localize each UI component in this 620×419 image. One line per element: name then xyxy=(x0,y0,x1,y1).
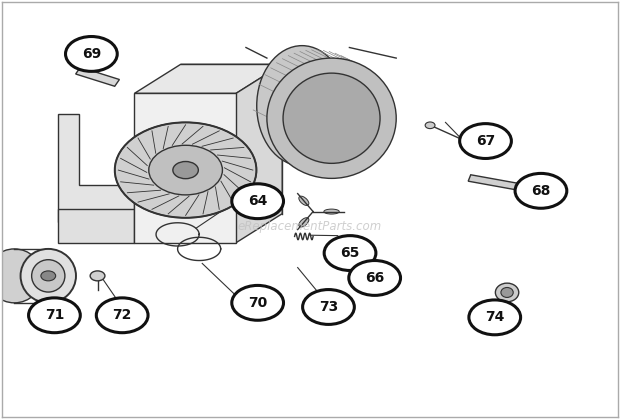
Polygon shape xyxy=(58,210,135,243)
Text: 67: 67 xyxy=(476,134,495,148)
Text: 64: 64 xyxy=(248,194,267,208)
Text: 69: 69 xyxy=(82,47,101,61)
Ellipse shape xyxy=(299,196,309,205)
Circle shape xyxy=(66,36,117,71)
Polygon shape xyxy=(468,175,521,190)
Circle shape xyxy=(173,161,198,178)
Text: eReplacementParts.com: eReplacementParts.com xyxy=(238,220,382,233)
Circle shape xyxy=(303,290,355,324)
Text: 66: 66 xyxy=(365,271,384,285)
Circle shape xyxy=(459,124,512,158)
Circle shape xyxy=(324,235,376,271)
Circle shape xyxy=(29,298,81,333)
Ellipse shape xyxy=(32,260,65,292)
Ellipse shape xyxy=(299,218,309,227)
Polygon shape xyxy=(135,93,236,243)
Ellipse shape xyxy=(324,209,339,214)
Ellipse shape xyxy=(257,46,347,166)
Circle shape xyxy=(469,300,521,335)
Polygon shape xyxy=(135,64,282,93)
Text: 71: 71 xyxy=(45,308,64,322)
Text: 72: 72 xyxy=(112,308,132,322)
Circle shape xyxy=(96,298,148,333)
Circle shape xyxy=(425,122,435,129)
Ellipse shape xyxy=(283,73,380,163)
Polygon shape xyxy=(58,114,135,222)
Text: 68: 68 xyxy=(531,184,551,198)
Text: 73: 73 xyxy=(319,300,338,314)
Text: 74: 74 xyxy=(485,310,505,324)
Text: 70: 70 xyxy=(248,296,267,310)
Ellipse shape xyxy=(267,58,396,178)
Circle shape xyxy=(149,145,223,195)
Circle shape xyxy=(348,260,365,272)
Polygon shape xyxy=(76,67,120,86)
Circle shape xyxy=(90,271,105,281)
Polygon shape xyxy=(236,64,282,243)
Circle shape xyxy=(515,173,567,208)
Ellipse shape xyxy=(501,287,513,297)
Circle shape xyxy=(41,271,56,281)
Circle shape xyxy=(115,122,257,218)
Circle shape xyxy=(349,261,401,295)
Ellipse shape xyxy=(495,283,519,302)
Circle shape xyxy=(232,184,283,219)
Circle shape xyxy=(232,285,283,320)
Ellipse shape xyxy=(20,249,76,303)
Ellipse shape xyxy=(0,249,42,303)
Text: 65: 65 xyxy=(340,246,360,260)
